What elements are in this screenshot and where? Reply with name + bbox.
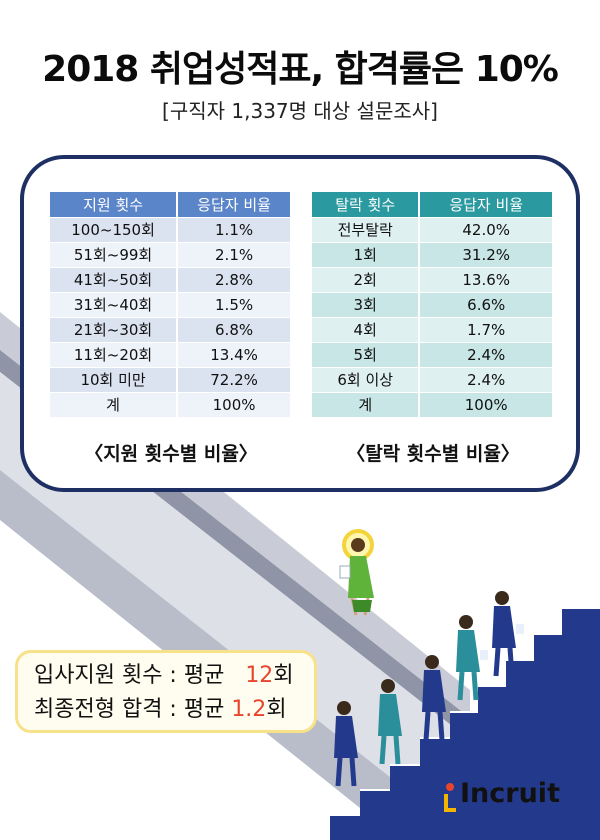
summary-hires-label: 최종전형 합격 : 평균 [34,697,225,722]
person-1 [422,655,446,741]
percent-cell: 1.7% [419,317,554,343]
table-row: 전부탈락 42.0% [312,217,554,243]
table-row: 5회 2.4% [312,342,554,368]
table-row: 31회~40회 1.5% [50,292,292,318]
percent-cell: 13.4% [177,342,292,368]
summary-applications-label: 입사지원 횟수 : 평균 [34,663,225,688]
staircase [330,608,600,840]
count-cell: 5회 [312,342,421,368]
rejections-caption: 〈탈락 횟수별 비율〉 [346,443,520,465]
range-cell: 21회~30회 [50,317,179,343]
column-header: 응답자 비율 [177,192,292,218]
stats-panel: 지원 횟수 응답자 비율 100~150회 1.1% 51회~99회 2.1% 41… [20,155,580,492]
percent-cell: 1.5% [177,292,292,318]
applications-table: 지원 횟수 응답자 비율 100~150회 1.1% 51회~99회 2.1% 41… [50,192,292,418]
range-cell: 100~150회 [50,217,179,243]
table-header-row: 탈락 횟수 응답자 비율 [312,192,554,218]
percent-cell: 31.2% [419,242,554,268]
percent-cell: 6.8% [177,317,292,343]
summary-applications-unit: 회 [273,663,294,688]
summary-box: 입사지원 횟수 : 평균 12회 최종전형 합격 : 평균 1.2회 [15,650,317,733]
table-row: 51회~99회 2.1% [50,242,292,268]
column-header: 탈락 횟수 [312,192,421,218]
summary-hires-value: 1.2 [231,697,267,722]
table-header-row: 지원 횟수 응답자 비율 [50,192,292,218]
percent-cell: 100% [177,392,292,418]
table-row: 계 100% [312,392,554,418]
table-row: 3회 6.6% [312,292,554,318]
rejections-table: 탈락 횟수 응답자 비율 전부탈락 42.0% 1회 31.2% 2회 13.6% 3… [312,192,554,418]
range-cell: 11회~20회 [50,342,179,368]
count-cell: 3회 [312,292,421,318]
person-4 [456,615,488,701]
percent-cell: 100% [419,392,554,418]
table-row: 1회 31.2% [312,242,554,268]
table-row: 2회 13.6% [312,267,554,293]
summary-hires-line: 최종전형 합격 : 평균 1.2회 [34,693,314,727]
percent-cell: 2.1% [177,242,292,268]
percent-cell: 2.8% [177,267,292,293]
percent-cell: 2.4% [419,342,554,368]
range-cell: 계 [50,392,179,418]
table-row: 41회~50회 2.8% [50,267,292,293]
percent-cell: 13.6% [419,267,554,293]
page-subtitle: [구직자 1,337명 대상 설문조사] [162,99,438,123]
table-row: 4회 1.7% [312,317,554,343]
table-row: 10회 미만 72.2% [50,367,292,393]
incruit-logo: Incruit [444,778,590,818]
range-cell: 10회 미만 [50,367,179,393]
column-header: 응답자 비율 [419,192,554,218]
person-3 [334,701,358,787]
count-cell: 6회 이상 [312,367,421,393]
range-cell: 41회~50회 [50,267,179,293]
percent-cell: 2.4% [419,367,554,393]
percent-cell: 72.2% [177,367,292,393]
count-cell: 4회 [312,317,421,343]
range-cell: 31회~40회 [50,292,179,318]
table-row: 21회~30회 6.8% [50,317,292,343]
stair-edges [330,607,600,816]
count-cell: 전부탈락 [312,217,421,243]
table-row: 11회~20회 13.4% [50,342,292,368]
page-title: 2018 취업성적표, 합격률은 10% [42,49,559,90]
person-2 [378,679,402,765]
summary-applications-value: 12 [245,663,274,688]
range-cell: 51회~99회 [50,242,179,268]
table-row: 100~150회 1.1% [50,217,292,243]
percent-cell: 6.6% [419,292,554,318]
column-header: 지원 횟수 [50,192,179,218]
count-cell: 계 [312,392,421,418]
person-5 [492,591,524,677]
applications-caption: 〈지원 횟수별 비율〉 [84,443,258,465]
percent-cell: 42.0% [419,217,554,243]
table-row: 6회 이상 2.4% [312,367,554,393]
summary-hires-unit: 회 [266,697,287,722]
count-cell: 1회 [312,242,421,268]
summary-applications-line: 입사지원 횟수 : 평균 12회 [34,659,314,693]
logo-text: Incruit [460,778,560,809]
count-cell: 2회 [312,267,421,293]
person-halo [339,529,374,616]
logo-mark-icon [444,783,456,812]
table-row: 계 100% [50,392,292,418]
percent-cell: 1.1% [177,217,292,243]
